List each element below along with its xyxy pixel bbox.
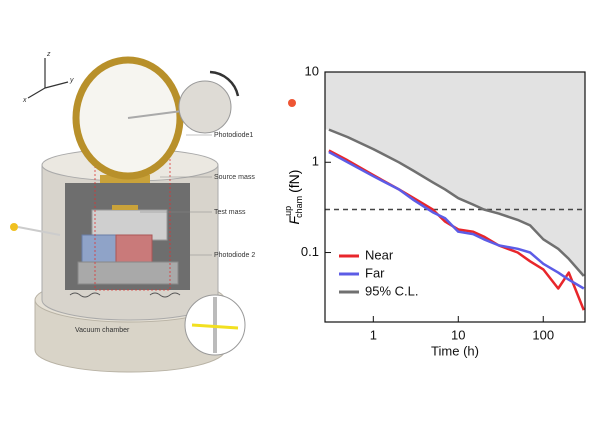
springs: [69, 292, 181, 298]
y-tick-label: 1: [312, 154, 319, 169]
axis-arrow: [27, 87, 46, 99]
x-tick-label: 10: [451, 327, 465, 342]
x-tick-label: 100: [532, 327, 554, 342]
y-axis-label: Fupcham (fN): [283, 170, 304, 225]
axis-label: y: [69, 77, 74, 84]
plot-frame: [324, 71, 586, 323]
apparatus-illustration: z x y Photodiode1 Source mass Test mass …: [10, 51, 296, 373]
diagram-label: Photodiode1: [214, 132, 253, 139]
axis-label: z: [46, 51, 51, 58]
rotation-arrow: [209, 70, 240, 97]
x-tick-label: 1: [370, 327, 377, 342]
laser: [10, 223, 18, 231]
axis-arrow: [44, 81, 69, 89]
x-axis-label: Time (h): [431, 343, 479, 358]
y-label-unit: (fN): [286, 170, 302, 193]
diagram-label: Vacuum chamber: [75, 327, 130, 334]
confidence-shade: [325, 72, 585, 276]
red-block: [115, 234, 153, 264]
y-tick-label: 0.1: [301, 244, 319, 259]
y-label-symbol: F: [286, 214, 302, 224]
stage: [77, 261, 179, 285]
series-line: [328, 150, 585, 290]
diagram-label: Test mass: [214, 209, 246, 216]
gear: [178, 80, 232, 134]
legend-label: Far: [365, 265, 385, 280]
series-line: [328, 128, 585, 277]
y-label-sub: cham: [294, 196, 304, 218]
fiber: [17, 226, 61, 236]
legend-label: 95% C.L.: [365, 283, 418, 298]
y-label-sup: up: [283, 206, 293, 216]
blue-block: [81, 234, 119, 264]
diagram-label: Photodiode 2: [214, 252, 255, 259]
magnifier-beam: [191, 323, 239, 330]
test-mass: [112, 205, 138, 210]
legend-label: Near: [365, 247, 394, 262]
diagram-label: Source mass: [214, 174, 255, 181]
laser: [288, 99, 296, 107]
axis-label: x: [22, 97, 27, 104]
y-tick-label: 10: [305, 63, 319, 78]
